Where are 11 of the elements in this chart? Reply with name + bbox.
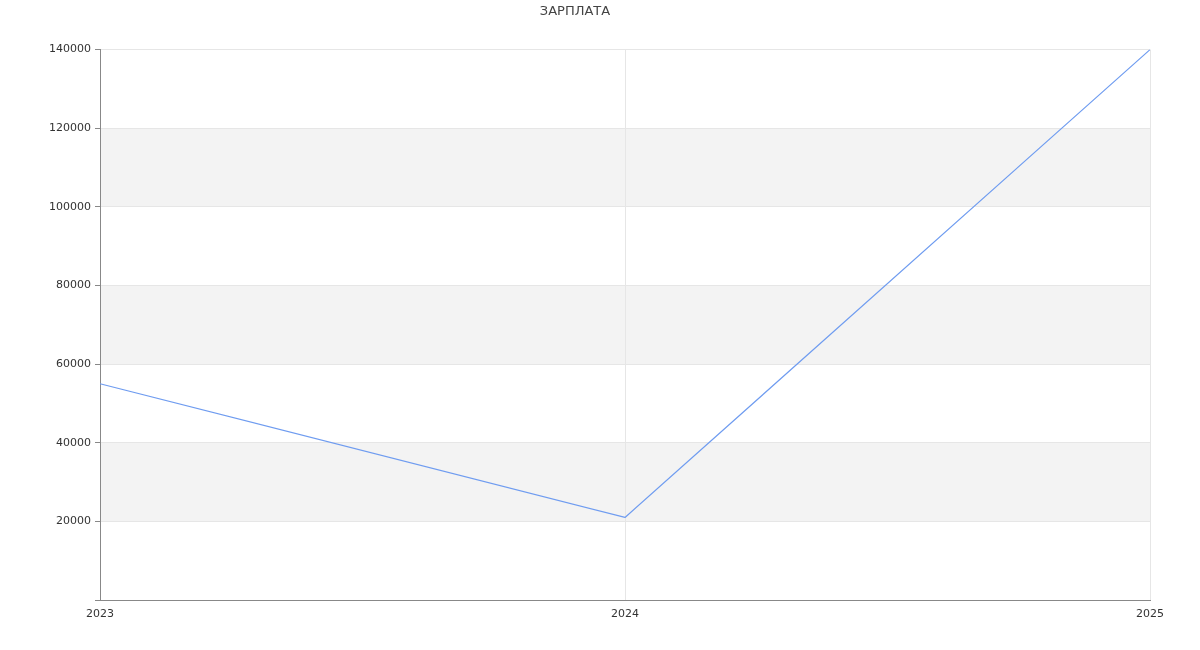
chart-title: ЗАРПЛАТА — [539, 3, 611, 19]
y-tick-label: 60000 — [56, 356, 91, 370]
y-tick-label: 140000 — [49, 42, 91, 56]
y-tick-label: 20000 — [56, 514, 91, 528]
y-tick-label: 40000 — [56, 435, 91, 449]
y-tick-label: 100000 — [49, 199, 91, 213]
y-tick-label: 120000 — [49, 121, 91, 135]
x-tick-label: 2023 — [86, 607, 114, 621]
x-tick-label: 2025 — [1136, 607, 1164, 621]
y-tick-label: 80000 — [56, 278, 91, 292]
x-tick-label: 2024 — [611, 607, 639, 621]
